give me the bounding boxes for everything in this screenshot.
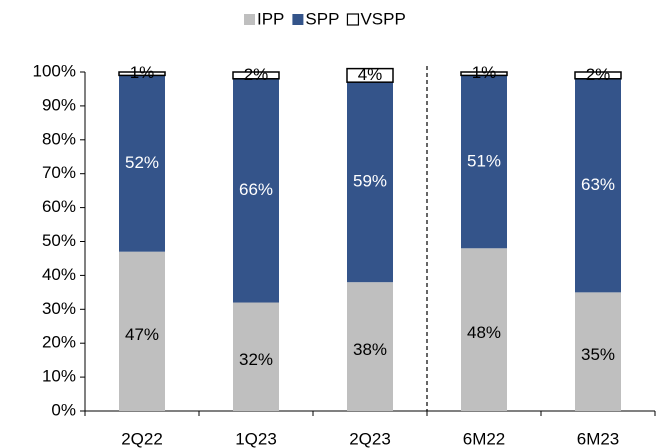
legend-label: VSPP bbox=[360, 9, 405, 28]
x-tick-label: 2Q22 bbox=[121, 429, 163, 448]
y-tick-label: 30% bbox=[42, 299, 76, 318]
y-tick-label: 0% bbox=[51, 400, 76, 419]
x-tick-label: 1Q23 bbox=[235, 429, 277, 448]
data-label: 1% bbox=[130, 63, 155, 82]
legend-swatch bbox=[292, 14, 304, 25]
legend-swatch bbox=[244, 14, 255, 25]
data-label: 48% bbox=[467, 323, 501, 342]
bar-segment bbox=[118, 71, 166, 77]
y-tick-label: 100% bbox=[33, 61, 76, 80]
x-tick-label: 2Q23 bbox=[349, 429, 391, 448]
bar-segment bbox=[232, 71, 280, 80]
data-label: 38% bbox=[353, 340, 387, 359]
x-tick-label: 6M23 bbox=[577, 429, 620, 448]
bar-segment bbox=[574, 71, 622, 80]
y-tick-label: 50% bbox=[42, 231, 76, 250]
bar-segment bbox=[119, 251, 165, 411]
bar-segment bbox=[575, 292, 621, 411]
x-tick-label: 6M22 bbox=[463, 429, 506, 448]
y-tick-label: 90% bbox=[42, 95, 76, 114]
bar-segment bbox=[347, 82, 393, 283]
legend-label: IPP bbox=[257, 9, 284, 28]
bar-segment bbox=[461, 248, 507, 411]
data-label: 35% bbox=[581, 345, 615, 364]
data-label: 52% bbox=[125, 153, 159, 172]
bar-segment bbox=[575, 78, 621, 293]
y-tick-label: 70% bbox=[42, 163, 76, 182]
y-tick-label: 60% bbox=[42, 197, 76, 216]
bar-segment bbox=[461, 75, 507, 249]
bar-segment bbox=[119, 75, 165, 252]
data-label: 59% bbox=[353, 172, 387, 191]
data-label: 32% bbox=[239, 350, 273, 369]
data-label: 51% bbox=[467, 151, 501, 170]
data-label: 1% bbox=[472, 63, 497, 82]
bar-segment bbox=[346, 67, 394, 83]
legend-swatch bbox=[346, 13, 360, 26]
bar-segment bbox=[233, 302, 279, 411]
data-label: 66% bbox=[239, 180, 273, 199]
data-label: 2% bbox=[244, 65, 269, 84]
data-label: 2% bbox=[586, 65, 611, 84]
y-tick-label: 10% bbox=[42, 367, 76, 386]
legend-label: SPP bbox=[305, 9, 339, 28]
bar-segment bbox=[347, 282, 393, 411]
bar-segment bbox=[233, 78, 279, 303]
data-label: 63% bbox=[581, 175, 615, 194]
data-label: 47% bbox=[125, 325, 159, 344]
y-tick-label: 40% bbox=[42, 265, 76, 284]
y-tick-label: 80% bbox=[42, 129, 76, 148]
data-label: 4% bbox=[358, 65, 383, 84]
bar-segment bbox=[460, 71, 508, 77]
y-tick-label: 20% bbox=[42, 333, 76, 352]
